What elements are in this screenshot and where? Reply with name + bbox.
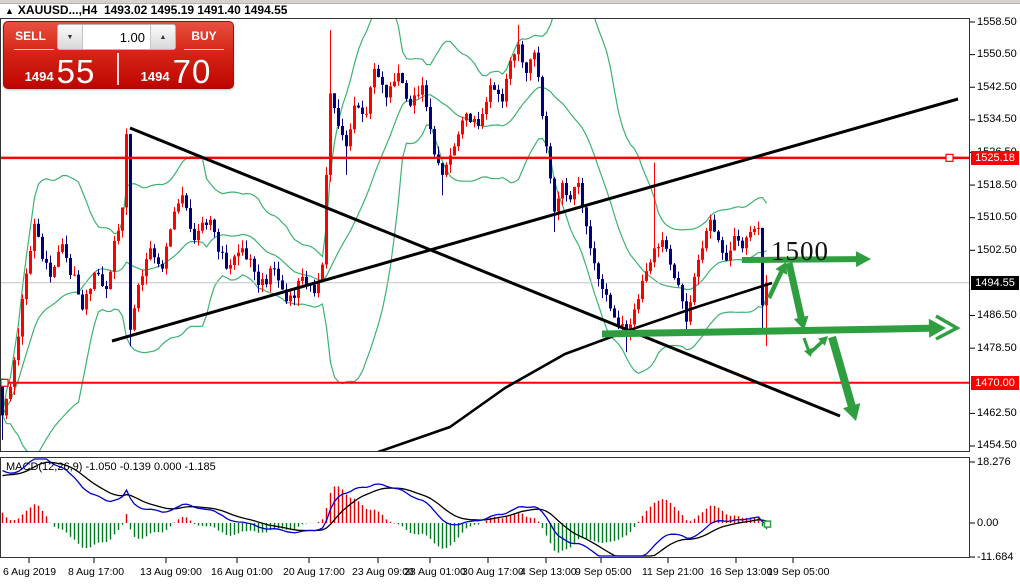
price-level-annotation: 1500 [771, 236, 829, 266]
chevron-up-icon: ▲ [159, 33, 167, 41]
time-axis-label: 19 Sep 05:00 [767, 566, 830, 578]
trendline-curved-support[interactable] [377, 281, 773, 452]
ohlc-readout: 1493.02 1495.19 1491.40 1494.55 [103, 3, 288, 17]
volume-input[interactable]: 1.00 [119, 29, 145, 45]
buy-price-big: 70 [172, 52, 212, 90]
bollinger-lower-band [1, 124, 768, 451]
time-axis-label: 6 Aug 2019 [3, 566, 57, 578]
window-top-edge [0, 0, 1020, 4]
price-label-1494.55: 1494.55 [971, 275, 1019, 290]
symbol-marker-icon: ▲ [5, 6, 14, 16]
time-axis-label: 4 Sep 13:00 [520, 566, 577, 578]
arrow-bounce-up [807, 336, 828, 356]
price-axis-label: 1486.50 [977, 309, 1017, 322]
macd-signal-line [2, 461, 767, 557]
bollinger-middle-band [1, 86, 767, 416]
price-axis-label: 1502.50 [977, 243, 1017, 256]
time-axis-label: 16 Aug 01:00 [211, 566, 273, 578]
macd-indicator-label: MACD(12,26,9) -1.050 -0.139 0.000 -1.185 [6, 461, 216, 473]
sell-price-button[interactable]: 1494 55 [4, 51, 116, 88]
price-axis-label: 1558.50 [977, 15, 1017, 28]
sell-button[interactable]: SELL [15, 28, 46, 43]
volume-increase-button[interactable]: ▲ [150, 25, 175, 49]
macd-axis-label: -11.684 [977, 551, 1014, 563]
time-axis-label: 20 Aug 17:00 [283, 566, 345, 578]
sell-price-big: 55 [56, 52, 96, 90]
price-axis-label: 1550.50 [977, 48, 1017, 61]
price-axis-label: 1510.50 [977, 211, 1017, 224]
time-axis-label: 9 Sep 05:00 [575, 566, 632, 578]
macd-axis-label: 0.00 [977, 517, 999, 529]
sell-underline [14, 49, 54, 50]
arrow-breakout-up [767, 262, 788, 299]
trendline-descending-resistance[interactable] [129, 126, 841, 418]
trendline-ascending-support[interactable] [111, 97, 959, 343]
candlesticks [1, 24, 768, 440]
time-axis-label: 23 Aug 09:00 [352, 566, 414, 578]
macd-main-line [2, 458, 767, 557]
price-axis-label: 1454.50 [977, 439, 1017, 452]
buy-price-button[interactable]: 1494 70 [119, 51, 233, 88]
macd-axis-label: 18.276 [977, 456, 1011, 468]
price-axis-label: 1542.50 [977, 80, 1017, 93]
price-axis-label: 1462.50 [977, 406, 1017, 419]
buy-underline [184, 49, 224, 50]
chevron-down-icon: ▼ [66, 33, 74, 41]
volume-decrease-button[interactable]: ▼ [58, 25, 83, 49]
price-label-1525.18: 1525.18 [971, 150, 1019, 165]
arrow-breakdown [828, 335, 861, 421]
price-axis-label: 1534.50 [977, 113, 1017, 126]
one-click-trading-panel: SELL ▼ 1.00 ▲ BUY 1494 55 1494 70 [3, 21, 234, 89]
time-axis-label: 16 Sep 13:00 [710, 566, 773, 578]
arrow-support-right [601, 318, 946, 338]
symbol-timeframe: XAUUSD...,H4 [17, 3, 98, 17]
time-axis-label: 28 Aug 01:00 [404, 566, 466, 578]
time-axis-label: 13 Aug 09:00 [140, 566, 202, 578]
time-axis-label: 11 Sep 21:00 [642, 566, 704, 578]
price-label-1470.00: 1470.00 [971, 375, 1019, 390]
buy-price-small: 1494 [140, 69, 170, 84]
sell-price-small: 1494 [24, 69, 54, 84]
time-axis-label: 30 Aug 17:00 [462, 566, 524, 578]
price-axis-label: 1478.50 [977, 341, 1017, 354]
time-axis-label: 8 Aug 17:00 [68, 566, 125, 578]
arrow-pullback-down [785, 262, 809, 330]
price-divider [117, 53, 119, 85]
chart-title: ▲ XAUUSD...,H4 1493.02 1495.19 1491.40 14… [5, 3, 287, 17]
buy-button[interactable]: BUY [191, 28, 217, 43]
arrow-resistance-1500-right [742, 251, 871, 268]
volume-stepper: ▼ 1.00 ▲ [57, 24, 176, 50]
price-axis-label: 1518.50 [977, 178, 1017, 191]
